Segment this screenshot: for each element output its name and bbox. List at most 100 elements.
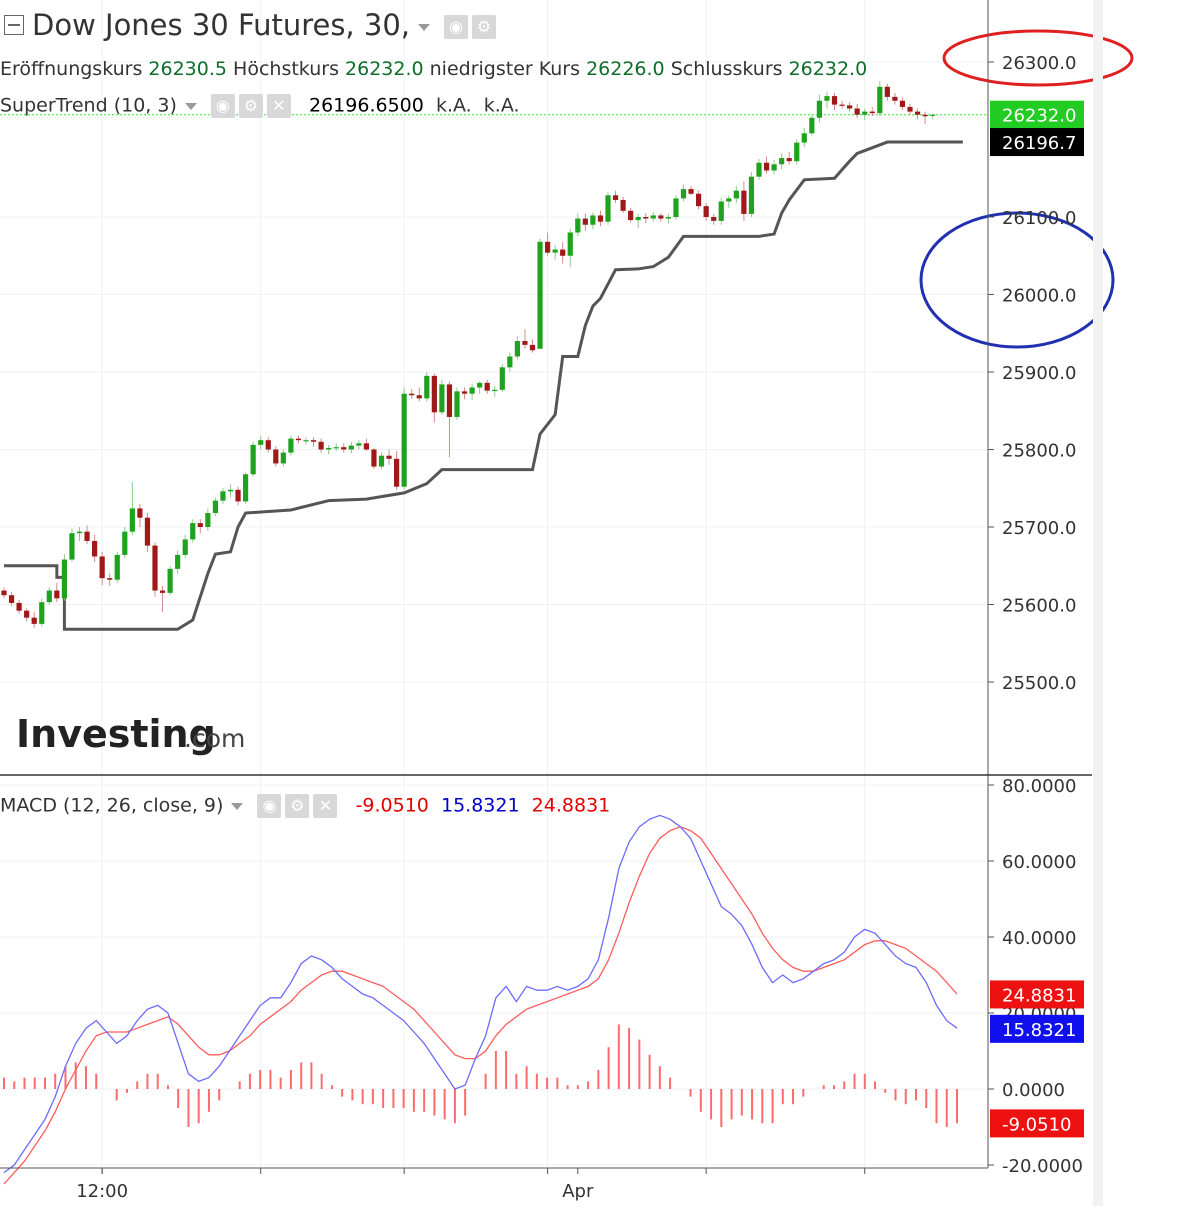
- candle: [333, 443, 339, 452]
- candle-body: [363, 443, 369, 450]
- candle: [227, 484, 234, 498]
- gear-icon[interactable]: ⚙: [285, 794, 310, 818]
- candle: [733, 186, 739, 204]
- candle-body: [182, 539, 188, 555]
- candle-body: [733, 190, 739, 199]
- candle: [492, 385, 498, 397]
- candle-body: [869, 111, 875, 114]
- chevron-down-icon[interactable]: [184, 102, 197, 110]
- candle-body: [907, 106, 913, 112]
- candle: [635, 213, 641, 228]
- candle: [862, 108, 868, 121]
- candle-body: [303, 440, 309, 442]
- candle-body: [122, 531, 128, 555]
- eye-icon[interactable]: ◉: [210, 94, 235, 118]
- candle-body: [484, 382, 490, 391]
- y-tick-label: 26300.0: [1002, 53, 1076, 74]
- histogram-tag-bg: [990, 1109, 1084, 1138]
- candle: [431, 373, 437, 423]
- candle-body: [771, 164, 777, 171]
- candle-body: [386, 455, 392, 459]
- candle-body: [507, 356, 513, 368]
- candle: [439, 379, 445, 415]
- chevron-down-icon[interactable]: [231, 802, 244, 810]
- candle: [341, 443, 347, 453]
- candle: [69, 528, 75, 562]
- candle: [590, 212, 596, 230]
- candle: [265, 437, 271, 453]
- candle-body: [741, 190, 747, 214]
- candle: [809, 114, 815, 136]
- x-tick-label: Apr: [562, 1181, 594, 1202]
- candle: [884, 83, 890, 101]
- candle-body: [69, 533, 75, 560]
- candle: [748, 172, 755, 217]
- eye-icon[interactable]: ◉: [257, 794, 282, 818]
- candle: [756, 158, 762, 180]
- candle: [673, 195, 679, 220]
- candle: [394, 451, 400, 490]
- annotation-ellipse-red: [942, 29, 1134, 87]
- candle-body: [914, 111, 921, 115]
- candle-body: [620, 199, 626, 211]
- candle-body: [930, 114, 936, 116]
- candle: [914, 108, 921, 120]
- y-tick-label: 0.0000: [1002, 1080, 1065, 1101]
- chevron-down-icon[interactable]: [418, 23, 430, 31]
- candle-body: [756, 162, 762, 177]
- candle: [461, 387, 468, 400]
- candle-body: [522, 341, 528, 345]
- collapse-icon[interactable]: [4, 15, 24, 35]
- candle: [696, 190, 702, 210]
- ohlc-close-label: Schlusskurs: [670, 58, 783, 80]
- supertrend-tag: 26196.7: [1002, 133, 1076, 154]
- candle-body: [54, 590, 60, 599]
- candle-body: [635, 217, 641, 221]
- close-icon[interactable]: ✕: [313, 794, 338, 818]
- candle: [582, 213, 588, 231]
- candle-body: [129, 508, 135, 532]
- candle: [129, 482, 135, 535]
- close-icon[interactable]: ✕: [266, 94, 291, 118]
- candle: [718, 197, 724, 225]
- candle: [197, 519, 203, 534]
- candle: [92, 534, 98, 562]
- candle: [628, 207, 634, 223]
- gear-icon[interactable]: ⚙: [238, 94, 263, 118]
- candle-body: [575, 218, 581, 233]
- candle-body: [378, 455, 385, 467]
- candle-body: [424, 375, 430, 399]
- symbol-header: Dow Jones 30 Futures, 30, ◉ ⚙: [0, 8, 496, 42]
- candle: [824, 91, 830, 109]
- candle: [643, 213, 649, 224]
- candle-body: [318, 441, 324, 450]
- candle-body: [333, 447, 339, 449]
- candle: [205, 508, 211, 531]
- macd-label: MACD (12, 26, close, 9): [0, 794, 224, 817]
- candle: [76, 527, 83, 541]
- candle-body: [854, 108, 860, 115]
- macd-hist-value: -9.0510: [355, 794, 429, 817]
- histogram-tag: -9.0510: [1002, 1114, 1071, 1135]
- candle-body: [31, 617, 37, 624]
- candle: [24, 608, 30, 622]
- candle: [446, 381, 453, 458]
- candle: [326, 444, 332, 455]
- candle: [522, 329, 528, 349]
- candle: [144, 513, 151, 552]
- candle: [416, 387, 422, 402]
- candle-body: [718, 201, 724, 221]
- candle: [167, 565, 173, 596]
- supertrend-tag-bg: [990, 128, 1084, 157]
- candle-body: [46, 590, 52, 603]
- candle-body: [394, 458, 400, 487]
- candle-body: [590, 215, 596, 225]
- candle: [114, 551, 120, 583]
- gear-icon[interactable]: ⚙: [472, 15, 496, 39]
- candle-body: [492, 389, 498, 392]
- candle-body: [175, 554, 181, 569]
- eye-icon[interactable]: ◉: [444, 15, 468, 39]
- candle-body: [748, 176, 755, 214]
- candle-body: [197, 523, 203, 527]
- candle-body: [726, 198, 732, 202]
